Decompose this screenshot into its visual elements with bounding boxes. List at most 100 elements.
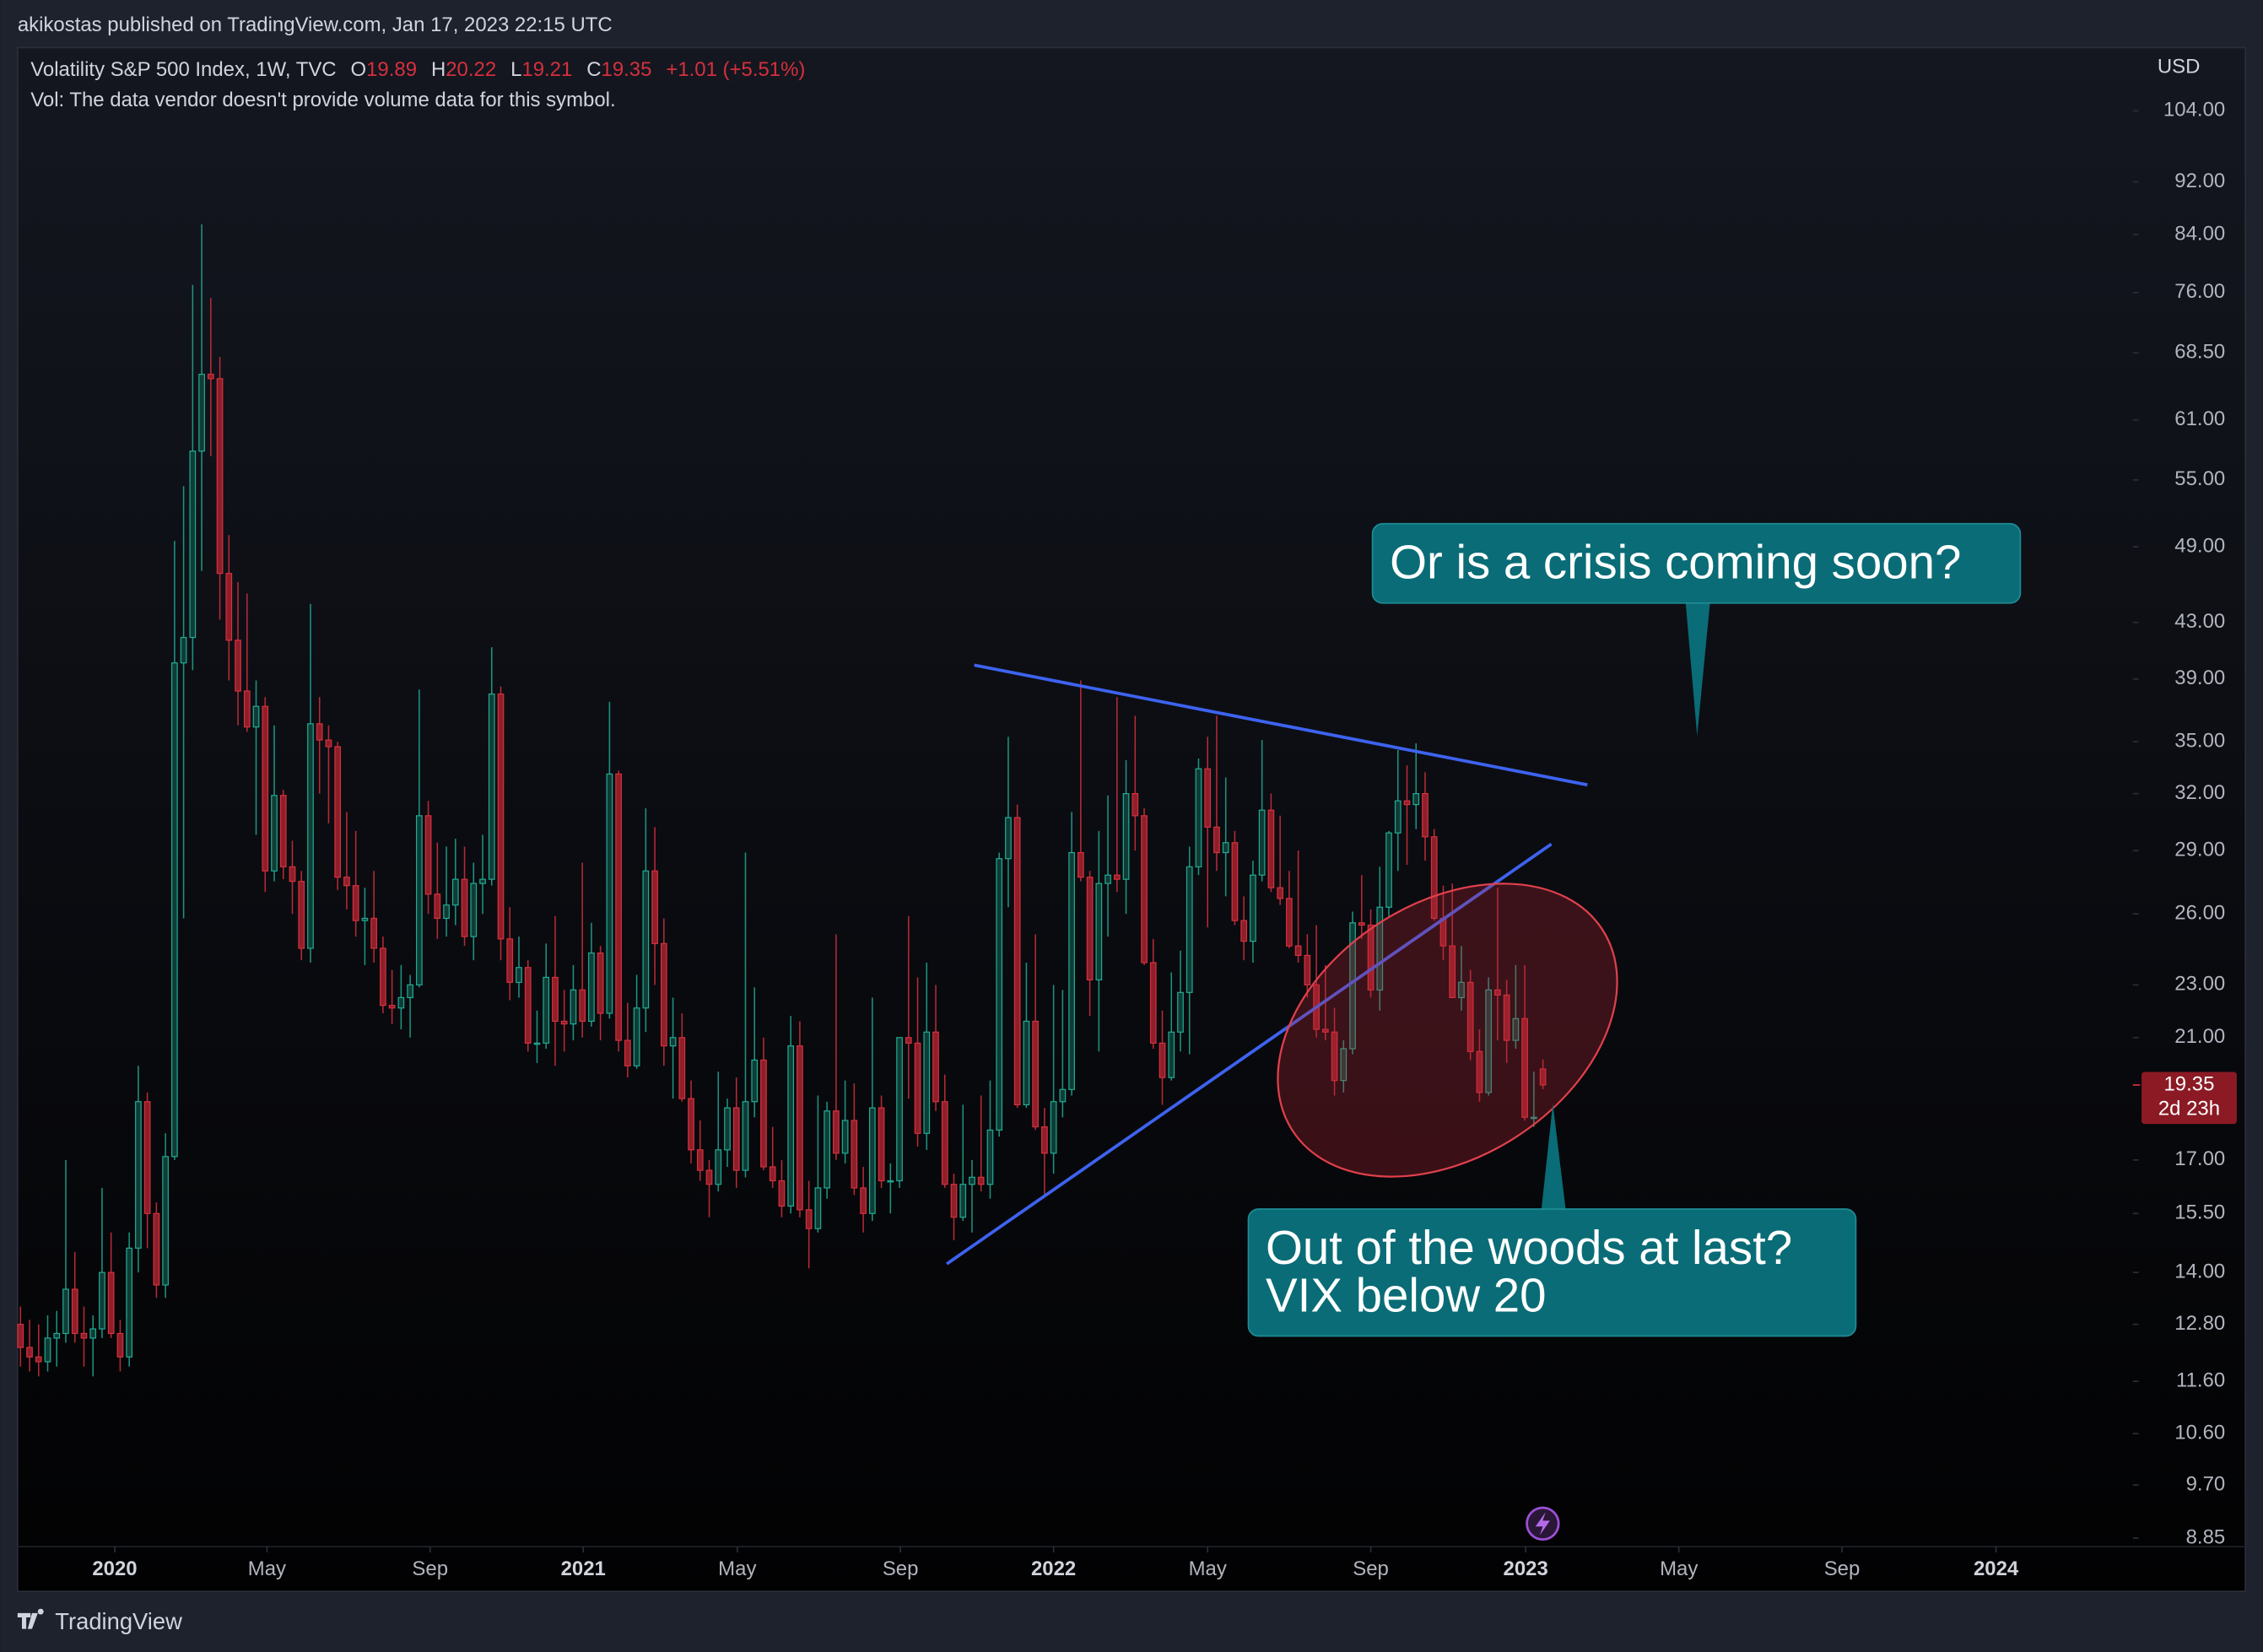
volume-note: Vol: The data vendor doesn't provide vol… [30,89,615,111]
y-tick-label: 49.00 [2174,534,2225,557]
candle-body [959,1184,967,1218]
candle-body [833,1110,840,1154]
candle-body [705,1169,713,1185]
candle-body [905,1037,912,1044]
candle-body [1531,1116,1537,1120]
candle-body [724,1107,731,1151]
legend-line: Volatility S&P 500 Index, 1W, TVC O19.89… [30,58,805,81]
candle-body [443,904,450,920]
y-tick-label: 35.00 [2174,729,2225,752]
candle-body [742,1101,749,1171]
candle-body [225,573,233,641]
candle-body [868,1107,876,1214]
candle-body [116,1332,124,1358]
candle-body [787,1045,795,1207]
candle-body [715,1149,722,1185]
candle-body [996,858,1003,1131]
candle-body [461,878,468,937]
footer-logo [17,1608,44,1629]
candle-body [1430,836,1438,920]
candle-body [660,942,667,1047]
last-price-tag [2141,1072,2237,1125]
candle-body [1013,817,1021,1106]
candle-body [1258,809,1266,876]
candle-body [44,1337,51,1363]
chart-pane [16,46,2247,1593]
candle-body [1539,1068,1547,1086]
candle-body [1077,851,1084,878]
candle-body [1250,874,1256,942]
y-tick-label: 14.00 [2174,1260,2225,1282]
candle-body [1023,1020,1030,1106]
candle-body [860,1187,867,1214]
candle-body [1186,866,1193,993]
support-trendline [946,842,1553,1266]
candle-body [1376,906,1384,991]
candle-body [651,870,658,944]
candle-body [1177,991,1184,1033]
candle-body [17,1324,24,1348]
y-tick-label: 29.00 [2174,839,2225,861]
candle-body [1041,1126,1048,1154]
candle-body [1458,981,1465,999]
y-tick-label: 92.00 [2174,170,2225,192]
candle-body [914,1042,921,1134]
candle-body [506,938,514,983]
legend-label: L [510,58,521,81]
candle-body [760,1059,767,1168]
candle-body [824,1110,830,1189]
candle-body [497,694,505,940]
candle-body [143,1101,151,1214]
y-tick-label: 9.70 [2186,1472,2226,1495]
callout-bottom: Out of the woods at last? VIX below 20 [1247,1104,1857,1337]
candle-body [1195,768,1202,867]
countdown-label: 2d 23h [2158,1097,2220,1120]
candle-body [1132,792,1139,817]
candle-body [207,373,214,380]
candle-body [1403,800,1411,806]
event-bolt [1535,1512,1550,1536]
candle-body [1068,851,1075,1090]
candle-body [678,1037,686,1099]
x-tick-label: May [1189,1558,1227,1580]
candle-body [252,705,260,728]
candle-body [26,1347,33,1358]
y-tick-label: 55.00 [2174,467,2225,490]
y-tick-label: 12.80 [2174,1312,2225,1335]
last-price-label: 19.35 [2164,1072,2215,1095]
candle-body [1240,920,1248,942]
event-icon[interactable] [1526,1506,1560,1541]
candle-body [99,1271,105,1330]
candle-body [235,640,241,692]
candle-body [1512,1018,1520,1041]
x-tick-label: May [248,1558,286,1580]
candle-body [1521,1018,1528,1118]
candle-body [1231,842,1239,921]
candle-body [279,795,287,867]
candle-body [606,773,613,1014]
candle-body [851,1120,858,1189]
candle-body [1159,1042,1166,1078]
candle-body [1503,994,1510,1041]
candle-body [1113,874,1121,880]
legend-label: O [351,58,367,81]
x-tick-label: 2023 [1504,1558,1548,1580]
candle-body [153,1212,160,1286]
candle-body [216,378,224,575]
candle-body [126,1247,133,1358]
candle-body [533,1042,541,1045]
candle-body [878,1107,885,1182]
x-tick-label: Sep [883,1558,919,1580]
candle-body [669,1037,677,1047]
legend-value: 19.35 [602,58,652,81]
candle-body [896,1037,903,1182]
y-tick-label: 32.00 [2174,781,2225,804]
candle-body [415,815,423,985]
candle-body [688,1098,694,1151]
candle-body [53,1332,61,1339]
candle-body [80,1332,88,1339]
callout-text: Or is a crisis coming soon? [1390,536,1961,589]
legend-change: +1.01 (+5.51%) [666,58,805,81]
symbol: Volatility S&P 500 Index, 1W, TVC [30,58,336,81]
